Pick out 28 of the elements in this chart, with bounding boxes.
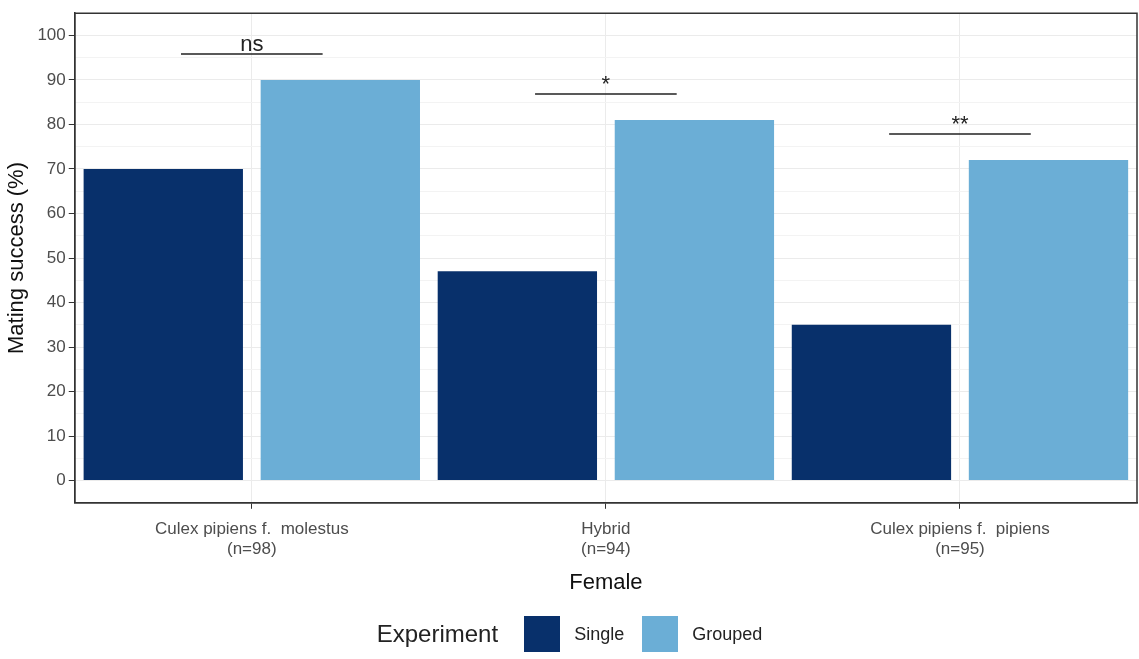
y-tick-label: 0 [56,470,66,490]
annotation: ** [951,111,969,137]
x-axis-title: Female [569,568,643,594]
y-tick-label: 80 [46,114,66,134]
legend-label: Single [574,623,625,645]
y-tick-label: 60 [46,203,66,223]
bar [968,160,1129,481]
bar [83,168,243,481]
y-tick-label: 40 [46,292,66,312]
y-tick-label: 90 [46,69,66,89]
bar [260,79,420,481]
y-tick-label: 20 [46,381,66,401]
legend-label: Grouped [692,623,763,645]
bar [437,271,598,481]
y-tick-label: 70 [46,158,66,178]
y-tick-label: 100 [37,25,66,45]
annotation: * [601,71,611,97]
y-tick-label: 50 [46,247,66,267]
annotation: ns [240,31,264,57]
y-tick-label: 10 [46,425,66,445]
y-tick-label: 30 [46,336,66,356]
bar [614,120,775,481]
x-tick-label: Hybrid (n=94) [581,518,631,559]
y-axis-title: Mating success (%) [3,162,29,354]
x-tick-label: Culex pipiens f. molestus (n=98) [154,518,349,559]
bar [791,324,952,481]
x-tick-label: Culex pipiens f. pipiens (n=95) [870,518,1050,559]
legend-title: Experiment [376,620,499,648]
